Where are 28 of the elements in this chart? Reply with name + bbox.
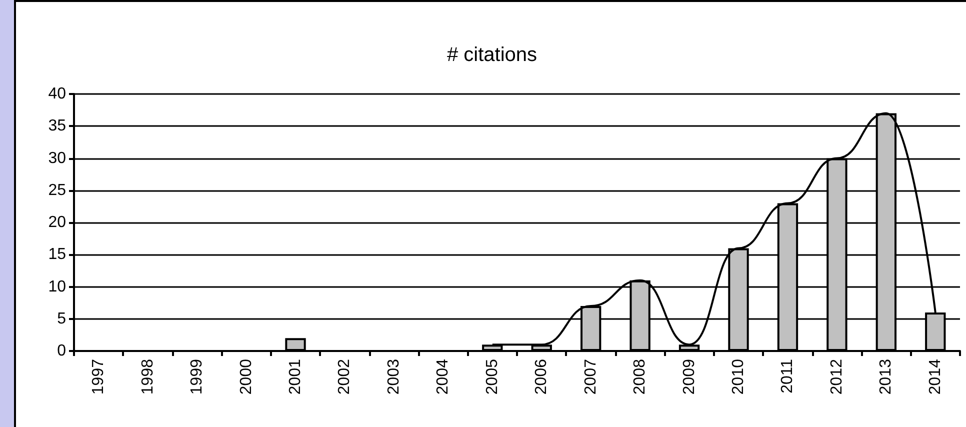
x-tick-label: 2011 [779,358,796,394]
x-tick-label: 2004 [434,358,452,395]
x-tick-label: 2006 [533,358,550,395]
x-tick-label: 2001 [287,358,304,395]
x-tick-label: 2012 [828,358,846,395]
y-tick-label: 40 [48,86,66,102]
x-tick-label: 2013 [878,358,895,395]
chart-title: # citations [446,44,538,66]
x-tick-label: 2010 [730,358,747,395]
x-tick-label: 2002 [336,358,354,395]
x-tick-label: 2008 [632,358,649,395]
x-tick-label: 2000 [238,358,255,395]
y-tick-label: 20 [48,214,66,231]
x-tick-label: 1999 [188,358,206,395]
y-tick-label: 0 [57,342,66,360]
x-tick-label: 2007 [582,358,600,395]
y-tick-label: 10 [48,278,66,296]
x-tick-label: 2009 [680,358,698,395]
y-tick-label: 15 [48,246,66,264]
x-tick-label: 2003 [385,358,402,395]
x-tick-label: 1997 [90,358,108,395]
y-tick-label: 25 [48,182,66,199]
y-tick-label: 30 [48,150,66,167]
x-tick-label: 1998 [139,358,156,395]
x-tick-label: 2014 [926,358,944,395]
x-tick-label: 2005 [484,358,501,395]
y-tick-label: 5 [57,310,66,328]
y-tick-label: 35 [48,118,66,135]
